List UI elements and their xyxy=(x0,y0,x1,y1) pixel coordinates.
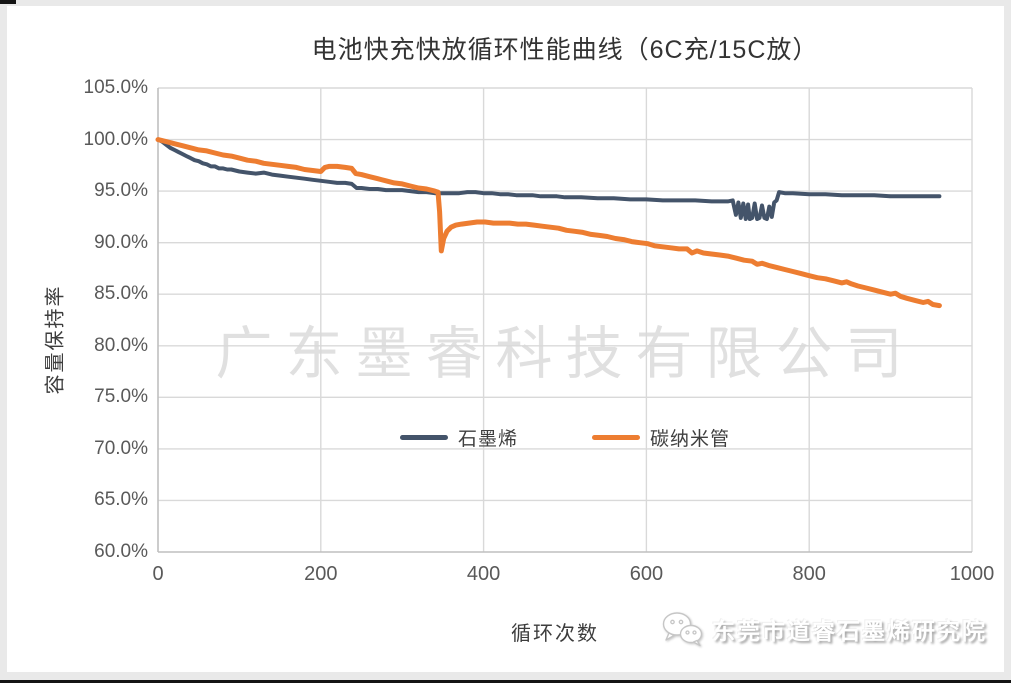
y-tick-label: 70.0% xyxy=(94,437,148,459)
corner-mark xyxy=(0,0,16,4)
chart-legend: 石墨烯 碳纳米管 xyxy=(158,424,972,451)
footer-watermark-text: 东莞市道睿石墨烯研究院 xyxy=(712,618,987,644)
legend-item: 石墨烯 xyxy=(399,424,518,451)
x-tick-label: 0 xyxy=(152,563,164,585)
y-tick-label: 90.0% xyxy=(94,231,148,253)
y-tick-label: 75.0% xyxy=(94,386,148,408)
chart-title: 电池快充快放循环性能曲线（6C充/15C放） xyxy=(311,36,819,64)
wechat-icon xyxy=(662,612,703,647)
y-tick-label: 85.0% xyxy=(94,283,148,305)
x-tick-label: 1000 xyxy=(949,563,995,585)
series-line-1 xyxy=(155,137,942,309)
y-tick-label: 65.0% xyxy=(94,489,148,511)
y-tick-label: 105.0% xyxy=(83,77,148,98)
x-tick-label: 600 xyxy=(629,563,664,585)
legend-label: 碳纳米管 xyxy=(650,429,731,450)
y-tick-label: 100.0% xyxy=(83,128,148,150)
bottom-border xyxy=(0,680,1011,683)
x-axis-title: 循环次数 xyxy=(511,623,599,645)
legend-swatch xyxy=(399,435,448,440)
legend-item: 碳纳米管 xyxy=(592,424,730,451)
footer-watermark: 东莞市道睿石墨烯研究院 xyxy=(660,610,987,648)
y-tick-label: 80.0% xyxy=(94,334,148,356)
x-tick-label: 800 xyxy=(792,563,826,585)
legend-swatch xyxy=(592,435,640,440)
y-tick-label: 60.0% xyxy=(94,541,148,562)
legend-label: 石墨烯 xyxy=(457,429,518,450)
series-line-0 xyxy=(156,137,942,221)
x-tick-label: 400 xyxy=(466,563,501,585)
y-tick-label: 95.0% xyxy=(94,180,148,202)
x-tick-label: 200 xyxy=(304,563,338,585)
chart-panel xyxy=(7,6,1004,672)
